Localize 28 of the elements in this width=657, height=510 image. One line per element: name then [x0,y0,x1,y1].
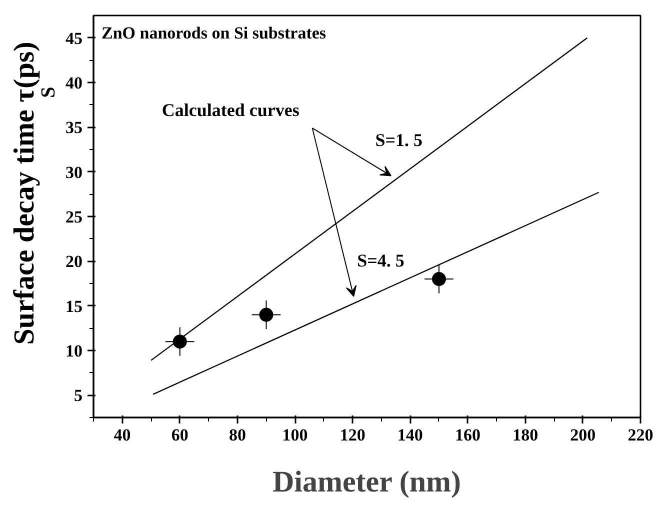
y-tick-label: 30 [66,162,82,182]
point [259,308,274,322]
x-tick-label: 120 [340,426,366,444]
x-axis-title: Diameter (nm) [272,466,462,498]
y-tick-label: 45 [66,28,82,48]
y-tick-label: 40 [66,74,82,92]
x-tick-label: 40 [114,426,131,444]
point [172,334,187,349]
x-tick-label: 160 [455,426,481,444]
x-tick-label: 60 [171,426,188,444]
y-tick-label: 20 [66,252,82,272]
y-axis-title: Surface decay time τS (ps) [8,42,60,345]
x-tick-label: 180 [512,426,538,444]
y-tick-label: 10 [66,342,82,360]
text: ZnO nanorods on Si substrates [102,24,326,42]
y-tick-label: 15 [66,296,82,316]
x-tick-label: 100 [282,426,308,444]
y-tick-label: 35 [66,118,82,138]
x-tick-label: 220 [628,426,654,444]
point [432,272,446,286]
annotation: S=1. 5 [375,130,422,150]
x-tick-label: 200 [570,426,596,444]
annotation: Calculated curves [162,100,300,120]
x-tick-label: 80 [228,426,246,444]
x-tick-label: 140 [397,426,423,444]
y-tick-label: 25 [66,208,82,226]
y-tick-label: 5 [74,386,82,406]
annotation: S=4. 5 [357,250,404,271]
